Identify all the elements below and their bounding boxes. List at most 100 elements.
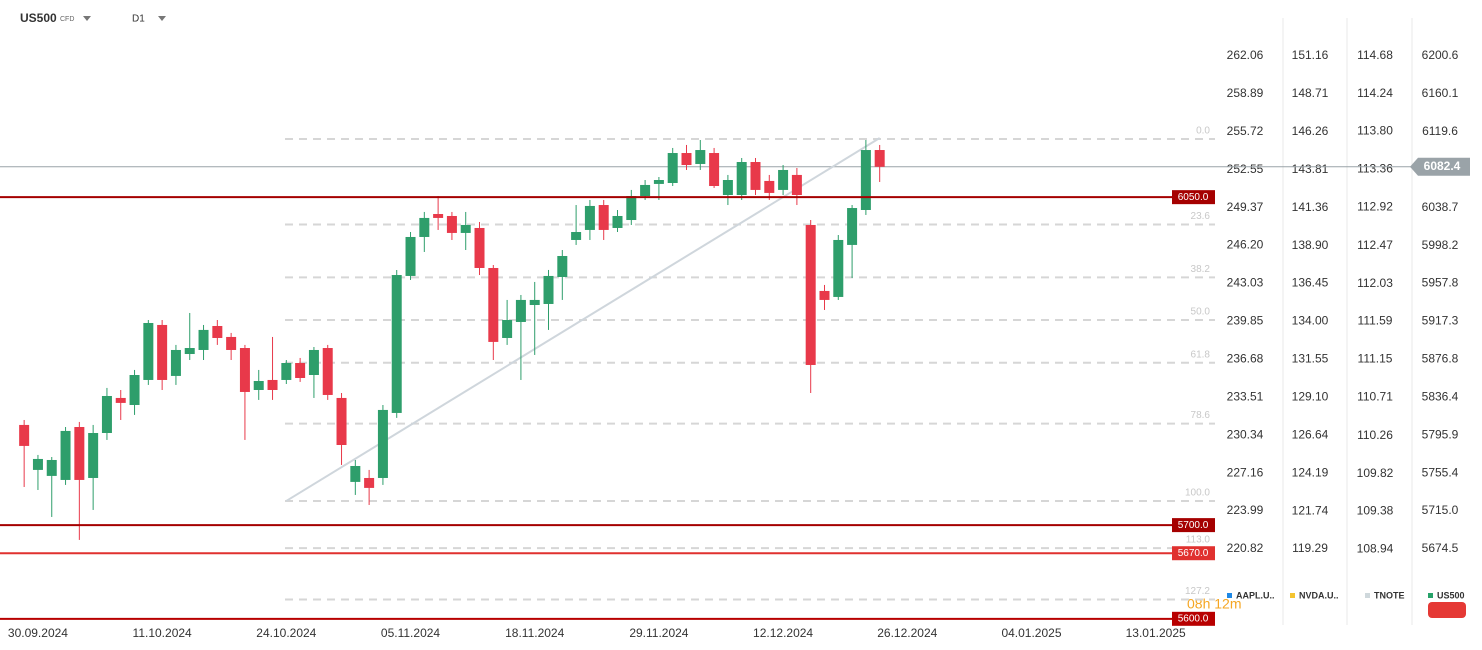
candle-body [377, 409, 388, 478]
x-tick-label: 04.01.2025 [1001, 626, 1061, 640]
x-tick-label: 18.11.2024 [505, 626, 564, 640]
x-tick-label: 05.11.2024 [381, 626, 440, 640]
y-tick-label: 246.20 [1227, 238, 1264, 252]
candle-body [184, 348, 195, 355]
y-tick-label: 110.26 [1357, 428, 1393, 442]
y-tick-label: 114.24 [1357, 86, 1393, 100]
candle-body [46, 459, 57, 476]
candle-body [571, 232, 582, 240]
symbol[interactable]: US500 [20, 11, 57, 25]
price-tag-label: 6082.4 [1424, 159, 1461, 173]
fib-label: 61.8 [1191, 349, 1211, 360]
y-tick-label: 148.71 [1292, 86, 1329, 100]
candle-body [364, 477, 375, 488]
candle-body [667, 153, 678, 184]
candle-body [157, 324, 168, 380]
timeframe[interactable]: D1 [132, 14, 145, 25]
candle-body [557, 255, 568, 277]
y-tick-label: 111.15 [1358, 352, 1393, 366]
x-tick-label: 13.01.2025 [1126, 626, 1186, 640]
level-label: 5700.0 [1178, 520, 1209, 531]
action-button[interactable] [1428, 602, 1466, 618]
candle-body [74, 427, 85, 480]
level-label: 5670.0 [1178, 548, 1209, 559]
candle-body [32, 458, 43, 470]
legend-swatch [1365, 593, 1370, 598]
y-tick-label: 143.81 [1292, 162, 1329, 176]
legend-label: NVDA.U.. [1299, 590, 1339, 600]
y-tick-label: 141.36 [1292, 200, 1329, 214]
y-tick-label: 236.68 [1227, 352, 1264, 366]
y-tick-label: 129.10 [1292, 389, 1329, 403]
candle-body [653, 180, 664, 184]
y-tick-label: 113.80 [1357, 124, 1393, 138]
candle-body [88, 433, 99, 478]
y-tick-label: 227.16 [1227, 465, 1264, 479]
candle-body [433, 214, 444, 218]
legend-label: TNOTE [1374, 590, 1405, 600]
candle-body [515, 299, 526, 322]
y-tick-label: 119.29 [1292, 541, 1328, 555]
y-tick-label: 5876.8 [1422, 352, 1459, 366]
candle-body [488, 267, 499, 342]
dropdown-arrow[interactable] [83, 16, 91, 21]
y-tick-label: 6119.6 [1422, 124, 1458, 138]
y-tick-label: 124.19 [1292, 465, 1329, 479]
fib-label: 0.0 [1196, 126, 1210, 137]
candle-body [874, 150, 885, 167]
candle-body [170, 349, 181, 376]
y-tick-label: 6200.6 [1422, 48, 1459, 62]
level-label: 6050.0 [1178, 192, 1209, 203]
candle-body [598, 205, 609, 230]
y-tick-label: 5795.9 [1422, 427, 1459, 441]
candle-body [391, 275, 402, 413]
y-tick-label: 112.92 [1357, 199, 1393, 213]
x-tick-label: 29.11.2024 [629, 626, 688, 640]
level-label: 5600.0 [1178, 613, 1209, 624]
y-tick-label: 111.59 [1358, 314, 1393, 328]
candle-body [584, 205, 595, 230]
candle-body [764, 180, 775, 193]
candle-body [529, 299, 540, 306]
y-tick-label: 5836.4 [1422, 389, 1459, 403]
candle-body [791, 174, 802, 195]
candle-body [446, 215, 457, 233]
candle-body [419, 217, 430, 237]
x-tick-label: 24.10.2024 [256, 626, 316, 640]
candle-body [778, 169, 789, 190]
y-tick-label: 126.64 [1292, 428, 1329, 442]
y-tick-label: 5755.4 [1422, 465, 1459, 479]
y-tick-label: 109.38 [1357, 504, 1394, 518]
candle-body [695, 150, 706, 164]
y-tick-label: 252.55 [1227, 162, 1264, 176]
legend-label: US500 [1437, 590, 1465, 600]
y-tick-label: 258.89 [1227, 86, 1264, 100]
candle-body [543, 275, 554, 304]
candle-body [267, 379, 278, 390]
y-tick-label: 131.55 [1292, 352, 1329, 366]
y-tick-label: 223.99 [1227, 503, 1264, 517]
price-tag [1410, 157, 1470, 176]
legend-swatch [1428, 593, 1433, 598]
legend-label: AAPL.U.. [1236, 590, 1275, 600]
candle-body [281, 363, 292, 380]
candle-body [805, 224, 816, 365]
candle-body [681, 153, 692, 166]
candle-body [129, 375, 140, 405]
fib-label: 23.6 [1191, 211, 1211, 222]
candle-body [750, 162, 761, 190]
y-tick-label: 255.72 [1227, 124, 1264, 138]
dropdown-arrow[interactable] [158, 16, 166, 21]
candle-body [60, 430, 71, 480]
legend-swatch [1290, 593, 1295, 598]
candle-body [101, 395, 112, 434]
fib-label: 38.2 [1191, 264, 1211, 275]
candle-body [819, 290, 830, 300]
y-tick-label: 151.16 [1292, 48, 1329, 62]
candle-body [308, 349, 319, 375]
y-tick-label: 112.47 [1357, 238, 1393, 252]
candle-body [115, 397, 126, 403]
y-tick-label: 108.94 [1357, 542, 1394, 556]
candle-body [640, 184, 651, 197]
